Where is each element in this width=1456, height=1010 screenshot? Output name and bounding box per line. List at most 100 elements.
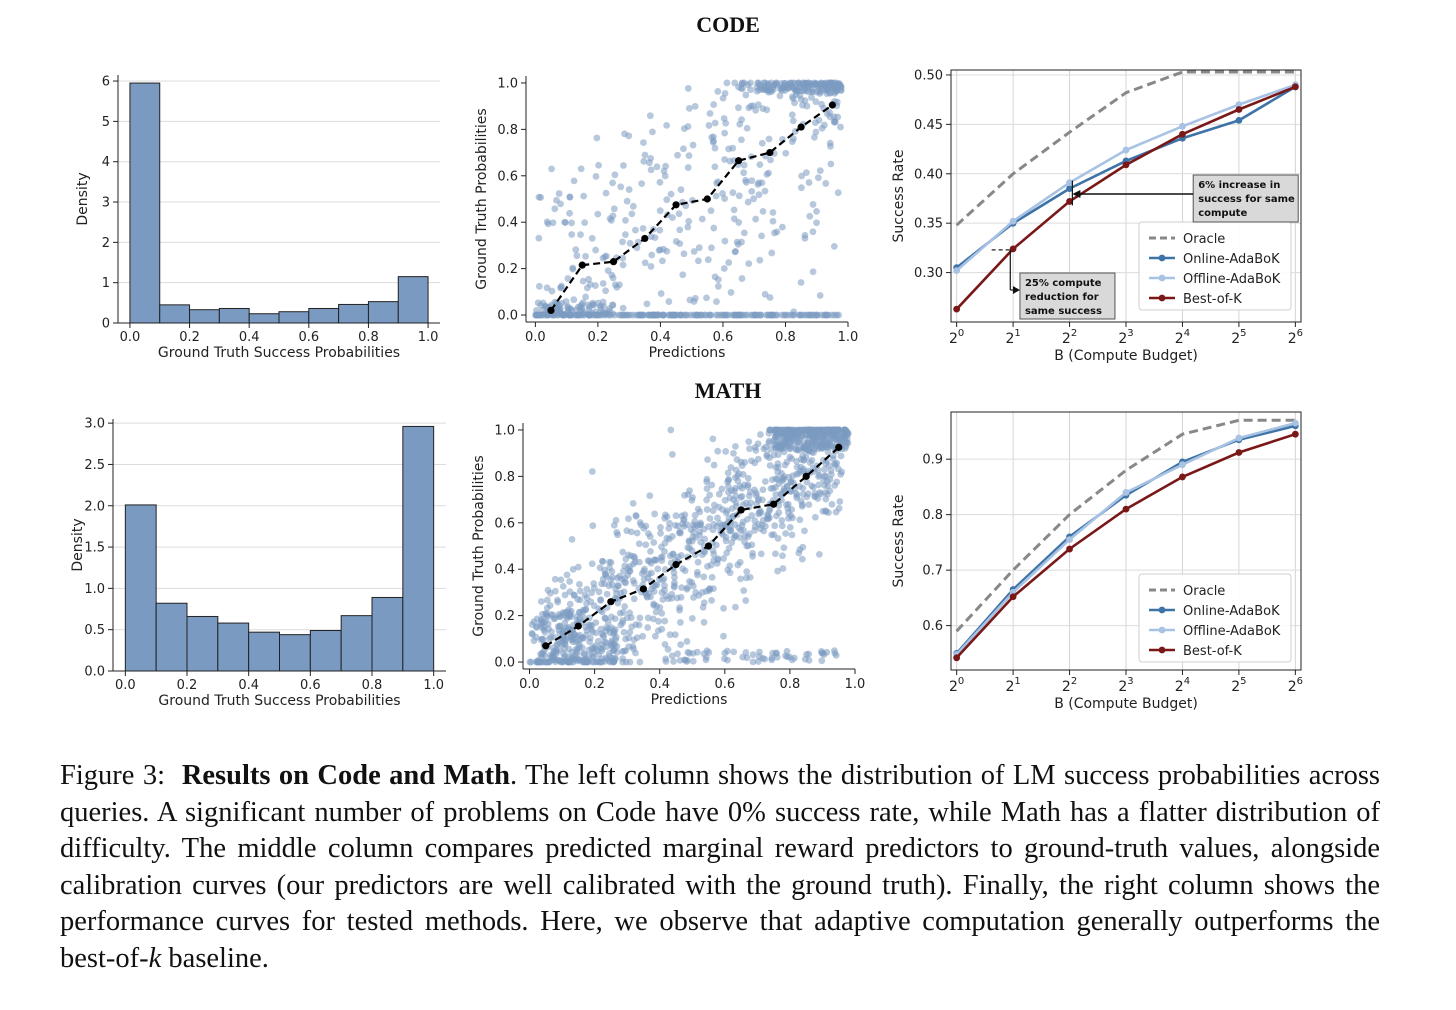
x-tick-label: 0.8 <box>780 677 801 692</box>
annotation-arrowhead <box>1012 286 1020 294</box>
scatter-point <box>708 573 716 581</box>
scatter-point <box>770 451 778 459</box>
y-tick-label: 0.30 <box>914 266 943 281</box>
scatter-point <box>532 311 540 319</box>
scatter-point <box>566 209 573 217</box>
series-point <box>953 654 961 662</box>
scatter-point <box>630 579 638 587</box>
series-point <box>1179 473 1186 481</box>
scatter-point <box>740 169 748 177</box>
scatter-point <box>557 576 565 584</box>
scatter-point <box>816 167 824 175</box>
scatter-point <box>796 546 804 553</box>
scatter-point <box>816 90 824 97</box>
scatter-point <box>640 575 648 583</box>
scatter-point <box>815 481 823 489</box>
scatter-point <box>707 207 715 215</box>
scatter-point <box>638 180 646 188</box>
scatter-point <box>752 106 760 114</box>
scatter-point <box>829 452 837 460</box>
scatter-point <box>721 496 729 504</box>
scatter-point <box>592 173 600 180</box>
scatter-point <box>820 433 828 441</box>
scatter-point <box>822 460 830 467</box>
caption-text-2: baseline. <box>161 942 269 974</box>
scatter-point <box>632 649 639 657</box>
y-tick-label: 0.2 <box>494 609 515 624</box>
scatter-point <box>629 560 637 568</box>
y-tick-label: 0.7 <box>922 564 943 579</box>
scatter-point <box>765 135 773 143</box>
scatter-point <box>710 224 718 232</box>
scatter-point <box>684 85 692 92</box>
x-tick-label: 0.4 <box>649 677 670 692</box>
scatter-point <box>774 468 782 476</box>
scatter-point <box>691 511 699 519</box>
scatter-point <box>757 431 764 438</box>
scatter-point <box>551 587 559 595</box>
scatter-point <box>698 215 706 223</box>
scatter-point <box>765 439 773 447</box>
scatter-point <box>622 579 630 587</box>
series-point <box>1122 505 1130 513</box>
scatter-point <box>766 294 774 301</box>
scatter-point <box>749 658 757 666</box>
scatter-point <box>686 578 693 585</box>
scatter-point <box>721 156 729 163</box>
scatter-point <box>825 79 833 87</box>
scatter-point <box>694 505 702 513</box>
series-point <box>953 305 961 313</box>
scatter-point <box>605 625 613 632</box>
legend-label: Best-of-K <box>1183 644 1242 659</box>
scatter-point <box>554 598 562 606</box>
scatter-point <box>555 190 563 197</box>
y-tick-label: 1.0 <box>494 423 515 438</box>
scatter-point <box>806 426 814 434</box>
scatter-point <box>587 621 595 629</box>
scatter-point <box>700 618 708 626</box>
scatter-point <box>745 260 753 267</box>
histogram-bar <box>218 307 250 324</box>
scatter-point <box>569 565 577 573</box>
scatter-point <box>684 648 692 656</box>
scatter-point <box>693 648 701 656</box>
scatter-point <box>813 208 820 215</box>
scatter-point <box>739 501 747 509</box>
scatter-point <box>751 517 759 525</box>
scatter-point <box>661 511 669 519</box>
scatter-point <box>808 88 816 96</box>
scatter-point <box>746 445 753 453</box>
scatter-point <box>772 444 780 452</box>
scatter-point <box>743 654 751 662</box>
scatter-point <box>808 94 815 101</box>
scatter-point <box>754 181 762 188</box>
calibration-point <box>574 622 582 630</box>
y-tick-label: 0.50 <box>914 68 943 83</box>
scatter-point <box>665 524 673 532</box>
scatter-point <box>766 426 774 434</box>
scatter-point <box>742 574 750 582</box>
scatter-point <box>616 572 623 580</box>
scatter-point <box>768 531 776 539</box>
annotation-text: success for same <box>1198 194 1295 205</box>
scatter-point <box>833 478 841 486</box>
legend-label: Offline-AdaBoK <box>1183 272 1281 287</box>
calibration-point <box>704 542 713 550</box>
scatter-point <box>657 290 665 297</box>
scatter-point <box>759 486 767 494</box>
scatter-point <box>835 429 842 437</box>
scatter-point <box>553 196 560 204</box>
scatter-point <box>735 104 742 112</box>
scatter-point <box>573 252 581 260</box>
scatter-point <box>780 448 788 456</box>
scatter-point <box>703 475 711 483</box>
scatter-point <box>577 231 584 239</box>
scatter-point <box>580 614 587 621</box>
scatter-point <box>566 611 574 619</box>
y-axis-label: Ground Truth Probabilities <box>474 108 490 289</box>
scatter-point <box>573 657 581 665</box>
scatter-point <box>729 513 737 521</box>
scatter-point <box>720 632 727 640</box>
scatter-point <box>815 116 823 124</box>
scatter-point <box>629 202 637 210</box>
